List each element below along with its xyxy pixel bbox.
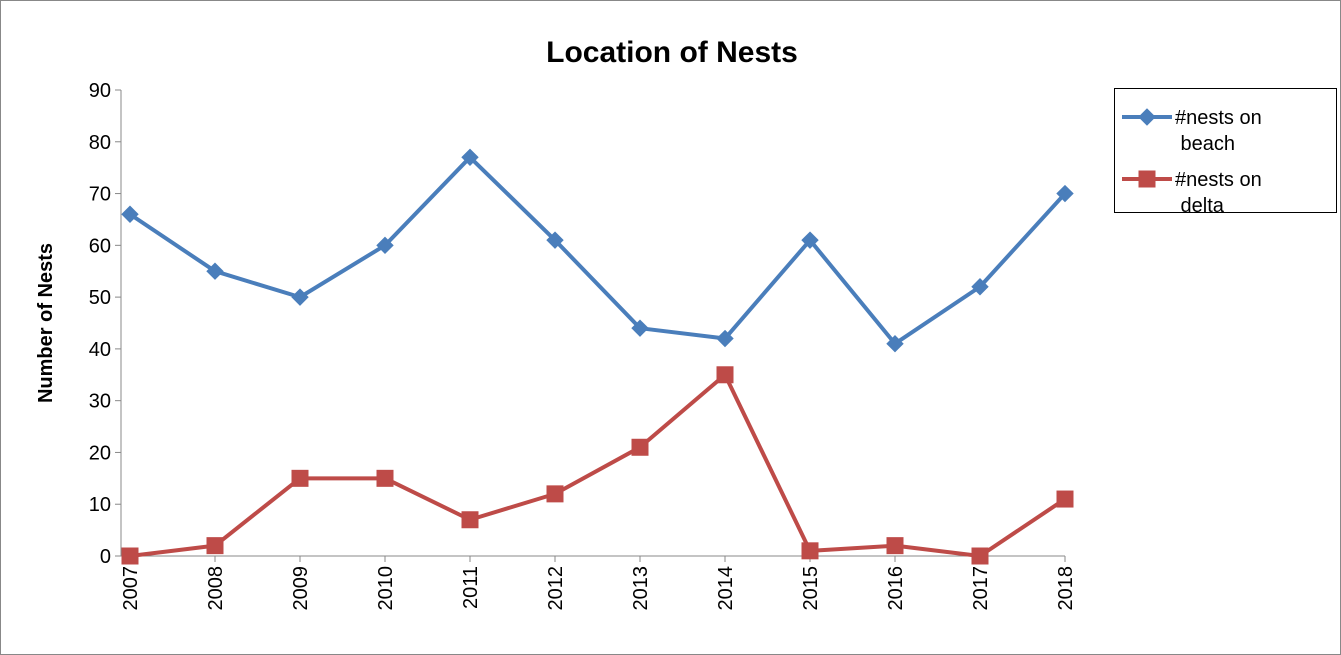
data-point <box>461 511 479 529</box>
y-tick-label: 0 <box>100 546 111 568</box>
data-point <box>886 537 904 555</box>
data-point <box>886 335 904 353</box>
y-tick-label: 50 <box>89 287 111 309</box>
data-point <box>206 262 224 280</box>
y-tick-label: 30 <box>89 391 111 413</box>
data-point <box>546 231 564 249</box>
data-point <box>376 469 394 487</box>
data-point <box>631 319 649 337</box>
x-tick-label: 2009 <box>290 566 312 611</box>
legend-marker <box>1138 108 1156 126</box>
x-tick-label: 2012 <box>545 566 567 611</box>
data-point <box>121 547 139 565</box>
x-tick-label: 2015 <box>800 566 822 611</box>
y-tick-label: 80 <box>89 132 111 154</box>
data-point <box>461 148 479 167</box>
data-point <box>801 231 819 249</box>
data-point <box>971 547 989 565</box>
data-point <box>291 469 309 487</box>
data-point <box>1056 184 1074 203</box>
x-tick-label: 2014 <box>715 566 737 611</box>
y-tick-label: 60 <box>89 235 111 257</box>
y-axis-label: Number of Nests <box>35 243 57 403</box>
chart-title: Location of Nests <box>546 36 798 69</box>
x-tick-label: 2008 <box>205 566 227 611</box>
x-tick-label: 2011 <box>460 566 482 609</box>
data-point <box>1056 490 1074 508</box>
data-point <box>121 205 139 223</box>
legend-label: #nests on delta <box>1175 169 1262 217</box>
legend-marker <box>1138 170 1156 188</box>
y-tick-label: 70 <box>89 184 111 206</box>
data-point <box>291 288 309 306</box>
legend-box <box>1114 88 1337 213</box>
x-tick-label: 2013 <box>630 566 652 611</box>
x-tick-label: 2016 <box>885 566 907 611</box>
data-point <box>631 438 649 456</box>
legend-label: #nests on beach <box>1175 107 1262 155</box>
x-tick-label: 2017 <box>970 566 992 611</box>
data-point <box>206 537 224 555</box>
x-tick-label: 2007 <box>120 566 142 611</box>
y-tick-label: 10 <box>89 494 111 516</box>
x-tick-label: 2010 <box>375 566 397 611</box>
data-point <box>376 236 394 255</box>
series-line <box>128 155 1067 346</box>
series-line <box>129 372 1067 558</box>
y-tick-label: 40 <box>89 339 111 361</box>
x-tick-label: 2018 <box>1055 566 1077 611</box>
y-tick-label: 90 <box>89 80 111 102</box>
data-point <box>971 278 989 296</box>
y-tick-label: 20 <box>89 442 111 464</box>
data-point <box>716 366 734 384</box>
data-point <box>716 329 734 348</box>
data-point <box>546 485 564 503</box>
data-point <box>801 542 819 560</box>
